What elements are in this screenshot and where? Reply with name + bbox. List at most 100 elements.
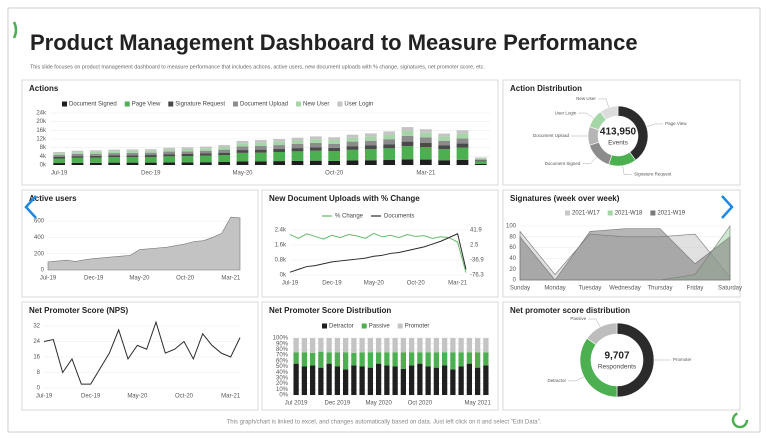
bar-segment [144,149,157,151]
bar-segment [328,151,341,161]
bar-segment [326,338,332,353]
x-tick-label: May 2020 [365,401,392,407]
bar-segment [474,160,487,162]
y-tick-label: 0.8k [275,258,287,264]
bar-segment [291,160,304,165]
y-tick-label: 50% [276,364,289,370]
corner-icon [731,411,749,429]
bar-segment [301,366,308,395]
bar-segment [89,151,102,154]
bar-segment [108,153,121,156]
y2-tick-label: 2.5 [470,243,479,249]
bar-segment [273,161,286,165]
bar-segment [364,133,377,137]
bar-segment [474,158,487,160]
bar-segment [367,338,374,353]
prev-arrow[interactable] [24,195,37,219]
bar-segment [441,352,448,366]
bar-segment [236,161,249,165]
x-tick-label: Oct-20 [407,281,426,287]
bar-segment [309,147,322,151]
bar-segment [483,352,489,366]
center-caption: Respondents [598,364,637,371]
legend-swatch [337,101,343,107]
bar-segment [384,338,390,353]
bar-segment [71,152,84,154]
y-tick-label: 10% [276,387,289,393]
bar-segment [71,156,84,158]
bar-segment [218,152,231,156]
bar-segment [367,367,374,395]
bar-segment [181,147,194,149]
bar-segment [334,352,341,367]
bar-segment [254,149,267,153]
legend-swatch [361,323,367,329]
bar-segment [450,338,456,353]
bar-segment [401,135,414,142]
slice-label: New User [576,96,596,101]
bar-segment [163,149,176,152]
slice-label: Passive [570,316,586,321]
bar-segment [199,155,212,163]
y-tick-label: 60% [276,358,289,364]
bar-segment [383,139,396,145]
doughnut-slice [586,322,618,346]
bar-segment [401,141,414,147]
next-arrow[interactable] [721,195,734,219]
y-tick-label: 100% [273,336,289,342]
bar-segment [419,142,432,148]
legend-label: User Login [344,102,373,108]
y-tick-label: 0 [513,278,517,284]
legend-label: Signature Request [175,102,225,108]
y-tick-label: 8k [40,145,47,151]
bar-segment [326,352,332,364]
bar-segment [401,146,414,160]
bar-segment [419,137,432,143]
bar-segment [273,148,286,152]
bar-segment [163,151,176,155]
bar-segment [351,338,357,353]
bar-segment [417,363,423,395]
x-tick-label: Jul-19 [36,394,53,400]
bar-segment [163,154,176,157]
bar-segment [450,369,456,395]
bar-segment [89,162,102,165]
bar-segment [108,162,121,165]
x-tick-label: Dec-19 [141,171,161,177]
bar-segment [392,352,398,367]
x-tick-label: Oct-20 [325,171,344,177]
bar-segment [126,162,139,165]
x-tick-label: Mar-21 [448,281,468,287]
bar-segment [417,338,423,353]
x-tick-label: Jul-19 [282,281,299,287]
bar-segment [273,139,286,142]
x-tick-label: Monday [544,286,565,292]
legend-label: 2021-W19 [657,211,685,217]
x-tick-label: May 2021 [464,401,491,407]
bar-segment [466,363,473,395]
bar-segment [236,152,249,162]
x-tick-label: May-20 [364,281,385,287]
bar-segment [328,140,341,144]
slice-label: Document Upload [533,133,570,138]
bar-segment [144,162,157,165]
bar-segment [456,159,469,165]
slice-label: Promoter [673,357,692,362]
panel [502,79,741,186]
y-tick-label: 16 [33,355,40,361]
bar-segment [383,160,396,165]
bar-segment [408,338,415,353]
x-tick-label: Jul-19 [51,171,68,177]
bar-segment [342,369,349,395]
x-tick-label: May-20 [127,394,148,400]
x-tick-label: Dec-19 [84,276,104,282]
legend-swatch [296,101,302,107]
bar-segment [53,163,66,165]
bar-segment [419,129,432,133]
bar-segment [181,162,194,165]
y-tick-label: 1.6k [275,243,287,249]
bar-segment [236,143,249,147]
bar-segment [309,352,316,366]
center-total: 413,950 [600,127,637,138]
bar-segment [126,150,139,153]
